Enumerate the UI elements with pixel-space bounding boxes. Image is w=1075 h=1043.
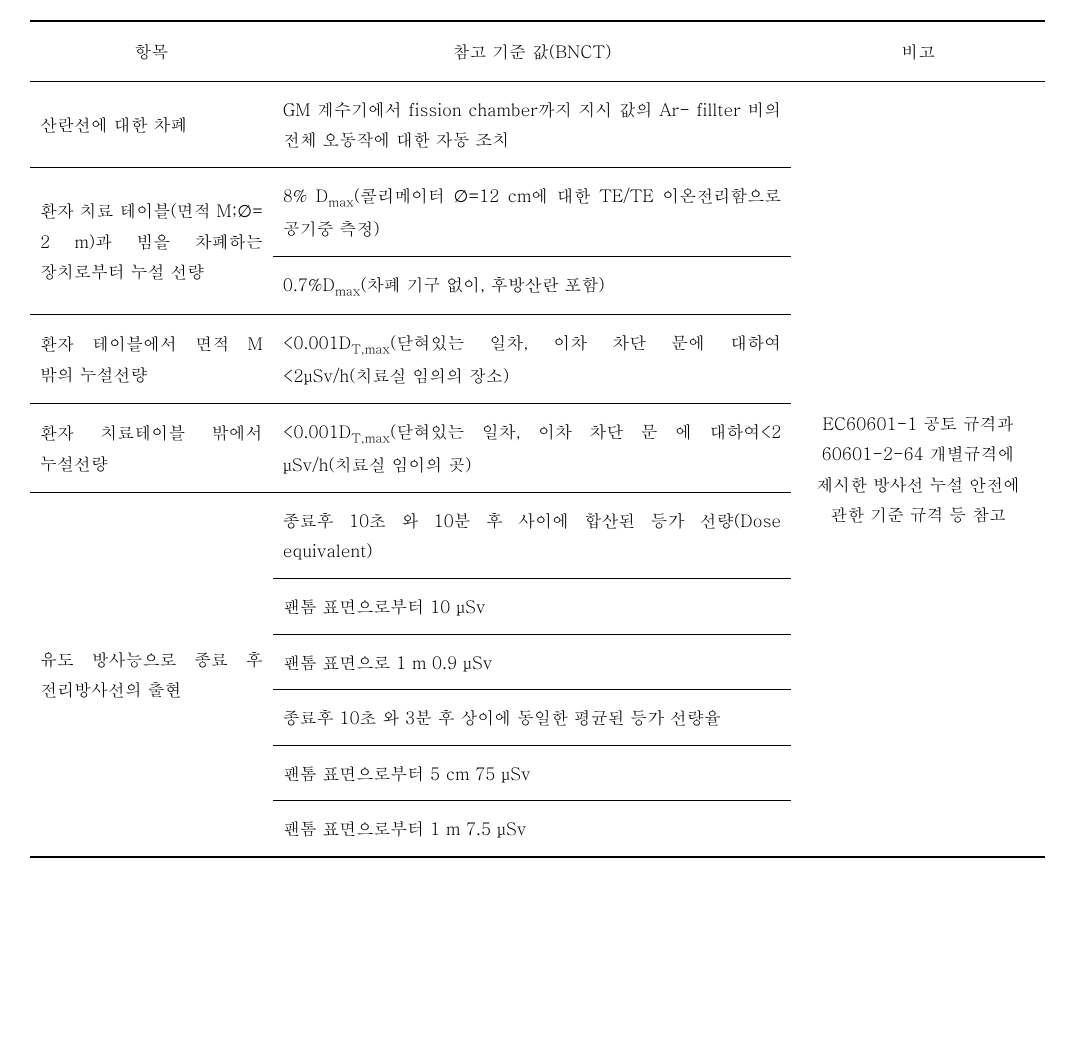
bnct-reference-table: 항목 참고 기준 값(BNCT) 비고 산란선에 대한 차폐 GM 계수기에서 … bbox=[30, 20, 1045, 858]
ref-sub: T,max bbox=[351, 339, 390, 357]
ref-sub: T,max bbox=[351, 428, 390, 446]
row-item: 산란선에 대한 차폐 bbox=[30, 81, 273, 167]
ref-sub: max bbox=[328, 192, 353, 210]
row-item: 유도 방사능으로 종료 후 전리방사선의 출현 bbox=[30, 492, 273, 857]
row-ref: 종료후 10초 와 3분 후 상이에 동일한 평균된 등가 선량율 bbox=[273, 690, 792, 746]
row-note: EC60601-1 공토 규격과 60601-2-64 개별규격에 제시한 방사… bbox=[791, 81, 1045, 857]
row-ref: 종료후 10초 와 10분 후 사이에 합산된 등가 선량(Dose equiv… bbox=[273, 492, 792, 578]
row-ref: 팬톰 표면으로 1 m 0.9 μSv bbox=[273, 634, 792, 690]
ref-text-before: <0.001D bbox=[283, 419, 352, 443]
row-ref: 8% Dmax(콜리메이터 ∅=12 cm에 대한 TE/TE 이온전리함으로 … bbox=[273, 167, 792, 256]
row-ref: <0.001DT,max(닫혀있는 일차, 이차 차단 문 에 대하여<2 μS… bbox=[273, 403, 792, 492]
row-item: 환자 테이블에서 면적 M 밖의 누설선량 bbox=[30, 315, 273, 404]
row-ref: 팬톰 표면으로부터 1 m 7.5 μSv bbox=[273, 801, 792, 857]
header-note: 비고 bbox=[791, 21, 1045, 81]
row-ref: 팬톰 표면으로부터 10 μSv bbox=[273, 579, 792, 635]
ref-text-after: (차폐 기구 없이, 후방산란 포함) bbox=[360, 272, 604, 296]
ref-text-before: 8% D bbox=[283, 183, 329, 207]
header-item: 항목 bbox=[30, 21, 273, 81]
ref-sub: max bbox=[335, 281, 360, 299]
ref-text-after: (콜리메이터 ∅=12 cm에 대한 TE/TE 이온전리함으로 공기중 측정) bbox=[283, 183, 782, 240]
ref-text-before: <0.001D bbox=[283, 330, 352, 354]
table-header-row: 항목 참고 기준 값(BNCT) 비고 bbox=[30, 21, 1045, 81]
ref-text-before: 0.7%D bbox=[283, 272, 335, 296]
row-item: 환자 치료테이블 밖에서 누설선량 bbox=[30, 403, 273, 492]
row-ref: 팬톰 표면으로부터 5 cm 75 μSv bbox=[273, 745, 792, 801]
header-reference: 참고 기준 값(BNCT) bbox=[273, 21, 792, 81]
row-item: 환자 치료 테이블(면적 M;∅= 2 m)과 빔을 차폐하는 장치로부터 누설… bbox=[30, 167, 273, 314]
row-ref: 0.7%Dmax(차폐 기구 없이, 후방산란 포함) bbox=[273, 256, 792, 314]
row-ref: GM 계수기에서 fission chamber까지 지시 값의 Ar- fil… bbox=[273, 81, 792, 167]
table-row: 산란선에 대한 차폐 GM 계수기에서 fission chamber까지 지시… bbox=[30, 81, 1045, 167]
row-ref: <0.001DT,max(닫혀있는 일차, 이차 차단 문에 대하여<2μSv/… bbox=[273, 315, 792, 404]
